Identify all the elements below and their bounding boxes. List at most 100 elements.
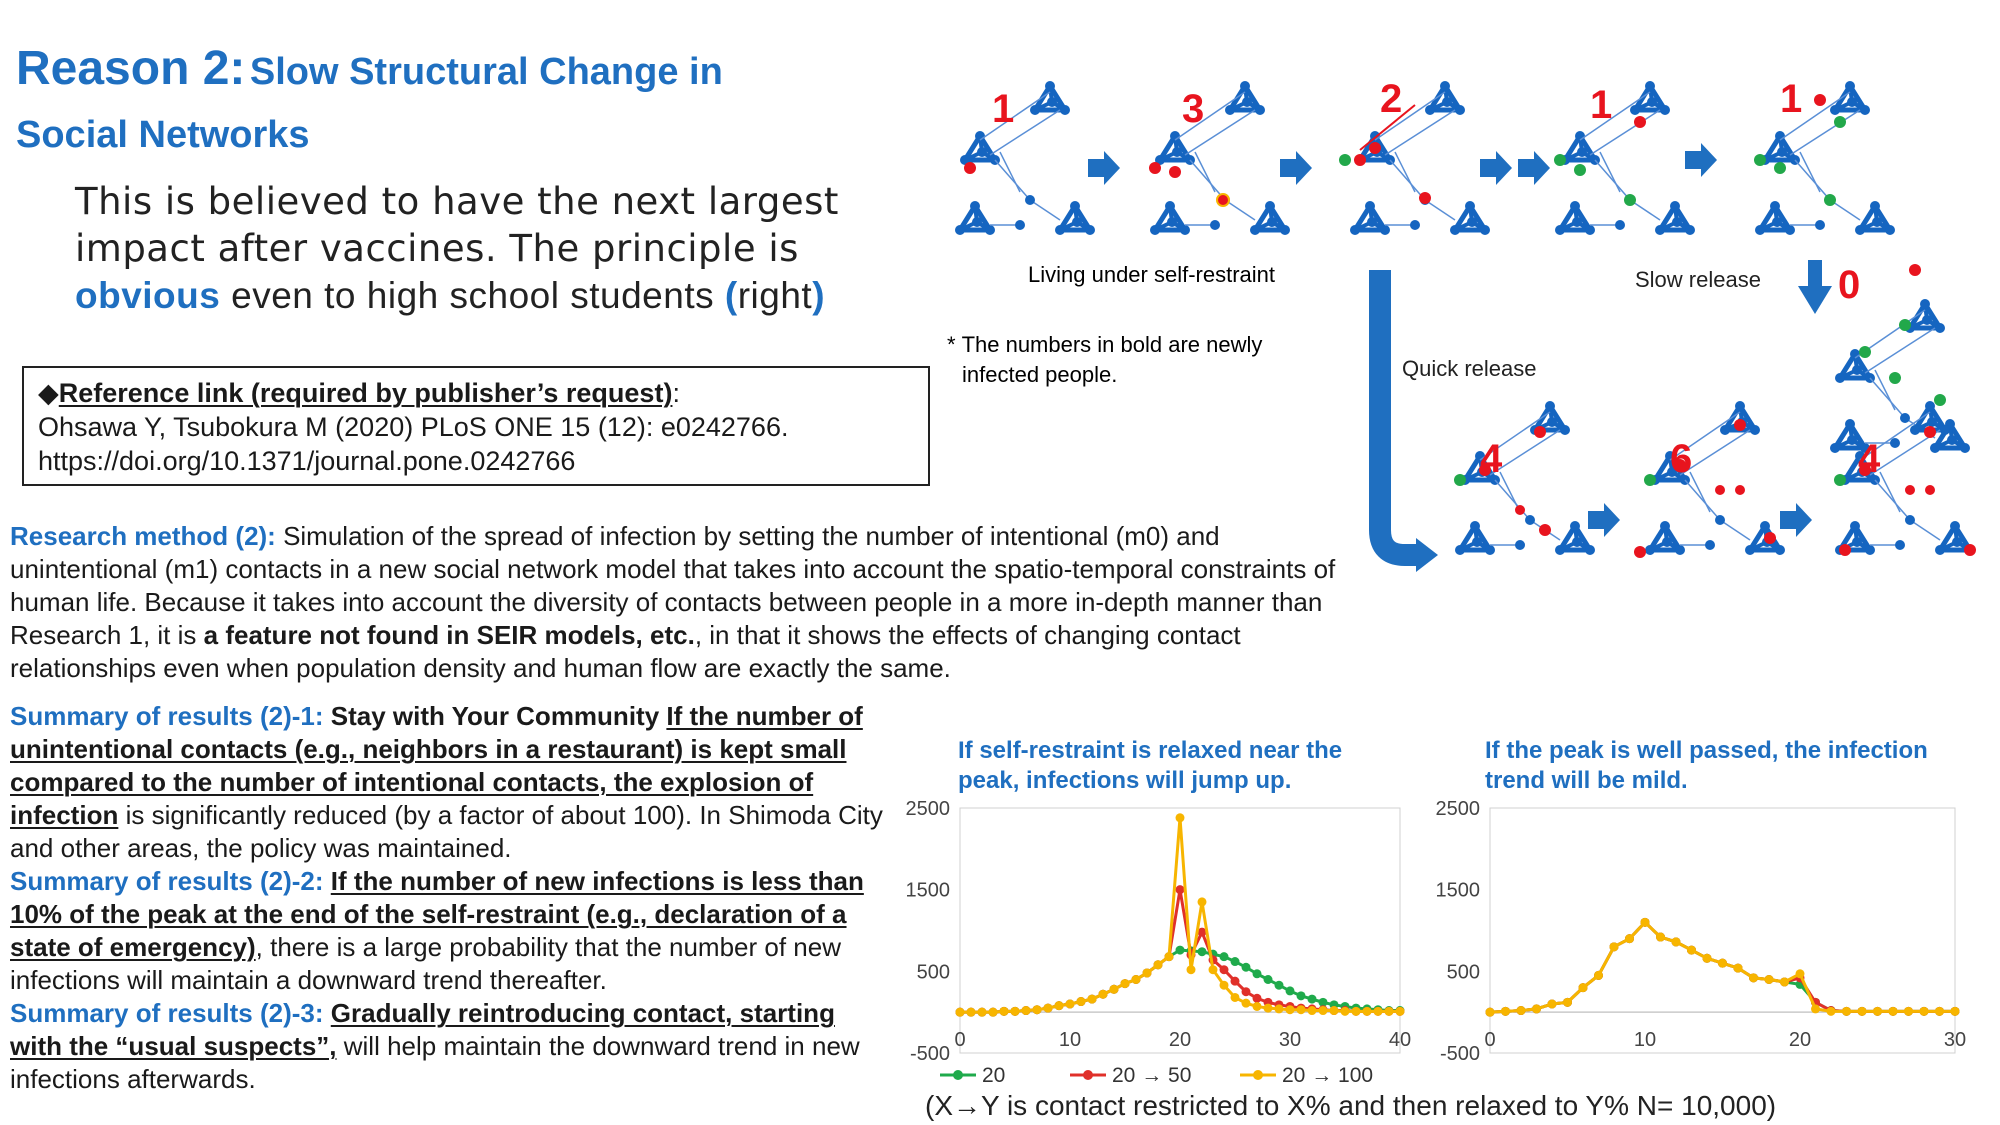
living-label: Living under self-restraint xyxy=(1028,262,1275,287)
network-state xyxy=(1755,81,1895,235)
summary-underlined: Gradually reintroducing contact, startin… xyxy=(10,998,835,1061)
arrow-icon xyxy=(1088,151,1120,185)
data-point xyxy=(1252,1001,1262,1011)
new-infections-number: 1 xyxy=(1590,83,1612,127)
data-point xyxy=(1197,947,1207,957)
data-point xyxy=(1702,953,1712,963)
new-infections-number: 2 xyxy=(1380,77,1402,121)
data-point xyxy=(1175,885,1185,895)
legend-label: 20 xyxy=(982,1064,1005,1087)
summary-2: Summary of results (2)-2: If the number … xyxy=(10,865,890,997)
summary-text: is significantly reduced (by a factor of… xyxy=(10,800,883,863)
plot-area xyxy=(1489,807,1956,1054)
note-star: * xyxy=(947,332,956,357)
reference-citation: Ohsawa Y, Tsubokura M (2020) PLoS ONE 15… xyxy=(38,412,789,442)
data-point xyxy=(1384,1006,1394,1016)
chart-1-title: If self-restraint is relaxed near the pe… xyxy=(958,737,1343,794)
title-reason: Reason 2: xyxy=(16,42,246,95)
paren: ( xyxy=(724,275,738,316)
data-point xyxy=(1241,987,1251,997)
data-point xyxy=(1718,958,1727,968)
down-arrow-icon xyxy=(1798,286,1832,314)
data-point xyxy=(1230,957,1240,967)
intro-text: This is believed to have the next larges… xyxy=(75,178,895,319)
data-point xyxy=(1021,1006,1031,1016)
y-tick-label: -500 xyxy=(1440,1043,1480,1065)
data-point xyxy=(1263,1003,1273,1013)
data-point xyxy=(1230,992,1240,1002)
summary-results: Summary of results (2)-1: Stay with Your… xyxy=(10,700,890,1096)
slow-release-label: Slow release xyxy=(1635,267,1761,292)
network-state xyxy=(955,81,1095,235)
data-point xyxy=(1241,962,1251,972)
data-point xyxy=(1010,1006,1020,1016)
data-point xyxy=(1043,1003,1053,1013)
intro-line: This is believed to have the next larges… xyxy=(75,180,839,223)
title-text-line2: Social Networks xyxy=(16,114,310,156)
quick-release-label: Quick release xyxy=(1402,356,1537,381)
data-point xyxy=(988,1007,998,1017)
reference-url[interactable]: https://doi.org/10.1371/journal.pone.024… xyxy=(38,446,576,476)
data-point xyxy=(1563,997,1572,1007)
new-infections-number: 4 xyxy=(1858,437,1881,481)
data-point xyxy=(1186,965,1196,975)
series-line xyxy=(960,817,1400,1014)
data-point xyxy=(1888,1006,1898,1016)
y-tick-label: 500 xyxy=(1447,961,1480,983)
method-text: , in that it shows the effects of changi… xyxy=(10,620,1241,683)
data-point xyxy=(1780,977,1789,987)
summary-1: Summary of results (2)-1: Stay with Your… xyxy=(10,700,890,865)
data-point xyxy=(1197,897,1207,907)
arrow-icon xyxy=(1480,151,1512,185)
data-point xyxy=(1307,1006,1317,1016)
y-tick-label: 2500 xyxy=(906,798,951,820)
chart-footnote: (X→Y is contact restricted to X% and the… xyxy=(925,1090,1777,1121)
data-point xyxy=(1904,1006,1913,1016)
data-point xyxy=(1935,1006,1944,1016)
new-infections-number: 1 xyxy=(992,87,1014,131)
network-state xyxy=(1455,401,1595,555)
network-state xyxy=(1555,81,1695,235)
bent-arrow-icon xyxy=(1416,538,1438,572)
legend-marker xyxy=(953,1070,963,1080)
method-bold: a feature not found in SEIR models, etc. xyxy=(203,620,695,650)
data-point xyxy=(999,1006,1009,1016)
data-point xyxy=(1087,994,1097,1004)
data-point xyxy=(1296,1005,1306,1015)
summary-underlined: If the number of new infections is less … xyxy=(10,866,864,962)
data-point xyxy=(1547,999,1557,1009)
new-infections-number: 0 xyxy=(1838,263,1860,307)
method-label: Research method (2): xyxy=(10,521,276,551)
summary-bold: Stay with Your Community xyxy=(323,701,667,731)
reference-label[interactable]: Reference link (required by publisher’s … xyxy=(58,378,673,408)
title-text: Slow Structural Change in xyxy=(249,51,723,93)
data-point xyxy=(1873,1006,1882,1016)
data-point xyxy=(1054,1001,1064,1011)
data-point xyxy=(1175,813,1185,823)
data-point xyxy=(955,1007,965,1017)
data-point xyxy=(1274,980,1284,990)
colon: : xyxy=(672,378,680,408)
x-tick-label: 30 xyxy=(1944,1029,1966,1051)
data-point xyxy=(1351,1006,1361,1016)
data-point xyxy=(1109,984,1119,994)
legend-marker xyxy=(1253,1070,1263,1080)
data-point xyxy=(1296,991,1306,1001)
data-point xyxy=(1263,975,1273,984)
paren: ) xyxy=(812,275,826,316)
y-tick-label: -500 xyxy=(910,1043,950,1065)
data-point xyxy=(1362,1006,1372,1016)
intro-line: obvious even to high school students (ri… xyxy=(75,272,895,319)
page-title: Reason 2: Slow Structural Change in Soci… xyxy=(16,40,916,161)
data-point xyxy=(1329,1006,1339,1016)
x-tick-label: 0 xyxy=(1484,1029,1495,1051)
data-point xyxy=(1532,1004,1541,1014)
data-point xyxy=(1142,968,1152,978)
data-point xyxy=(1252,969,1262,979)
summary-label: Summary of results (2)-1: xyxy=(10,701,324,731)
method-text: Simulation of the spread of infection by… xyxy=(10,521,1336,650)
new-infections-number: 6 xyxy=(1670,437,1692,481)
arrow-icon xyxy=(1780,503,1812,537)
data-point xyxy=(1857,1006,1867,1016)
note-line: The numbers in bold are newly xyxy=(962,332,1263,357)
